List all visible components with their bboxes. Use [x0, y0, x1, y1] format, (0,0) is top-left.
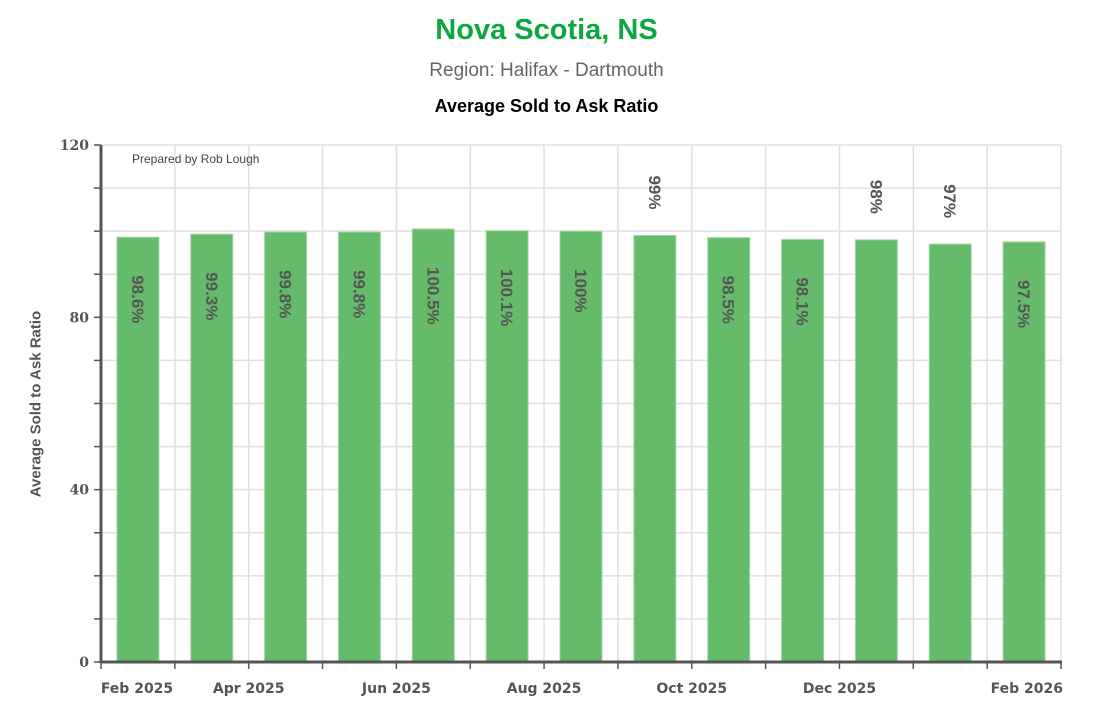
y-tick-label: 80: [70, 310, 90, 326]
credit-text: Prepared by Rob Lough: [132, 152, 260, 166]
bar-value-label: 98.1%: [793, 277, 812, 325]
x-tick-label: Oct 2025: [656, 681, 727, 697]
x-tick-label: Dec 2025: [803, 681, 876, 697]
bar: [485, 230, 529, 663]
bar-value-label: 98.6%: [128, 275, 147, 323]
x-tick-label: Apr 2025: [213, 681, 285, 697]
chart-title: Nova Scotia, NS: [435, 14, 658, 46]
bar: [559, 230, 603, 663]
bar-value-label: 99.8%: [349, 270, 368, 318]
bar: [707, 237, 751, 663]
bar: [781, 238, 825, 663]
x-tick-label: Feb 2025: [101, 681, 173, 697]
bar-value-label: 100.1%: [497, 269, 516, 327]
bar-value-label: 100%: [571, 269, 590, 312]
bar: [116, 236, 160, 663]
bar: [854, 239, 898, 663]
bar: [1002, 241, 1046, 663]
bar-value-label: 97%: [940, 184, 959, 218]
bar-value-label: 99%: [645, 175, 664, 209]
y-tick-label: 40: [70, 483, 90, 499]
bar-value-label: 99.3%: [202, 272, 221, 320]
bar: [633, 234, 677, 663]
bar-value-label: 98%: [866, 180, 885, 214]
bar-value-label: 98.5%: [719, 276, 738, 324]
bar-value-label: 100.5%: [423, 267, 442, 325]
bar: [190, 233, 234, 663]
bar-value-label: 99.8%: [276, 270, 295, 318]
x-tick-label: Aug 2025: [507, 681, 582, 697]
chart-metric-title: Average Sold to Ask Ratio: [434, 96, 659, 116]
x-tick-label: Feb 2026: [991, 681, 1063, 697]
y-tick-label: 120: [60, 138, 89, 154]
bar: [264, 231, 308, 663]
bar-value-label: 97.5%: [1014, 280, 1033, 328]
bar: [411, 228, 455, 663]
x-tick-label: Jun 2025: [361, 681, 431, 697]
bar: [928, 243, 972, 663]
y-tick-label: 0: [79, 655, 89, 671]
chart-subtitle: Region: Halifax - Dartmouth: [429, 60, 664, 81]
bar: [337, 231, 381, 663]
